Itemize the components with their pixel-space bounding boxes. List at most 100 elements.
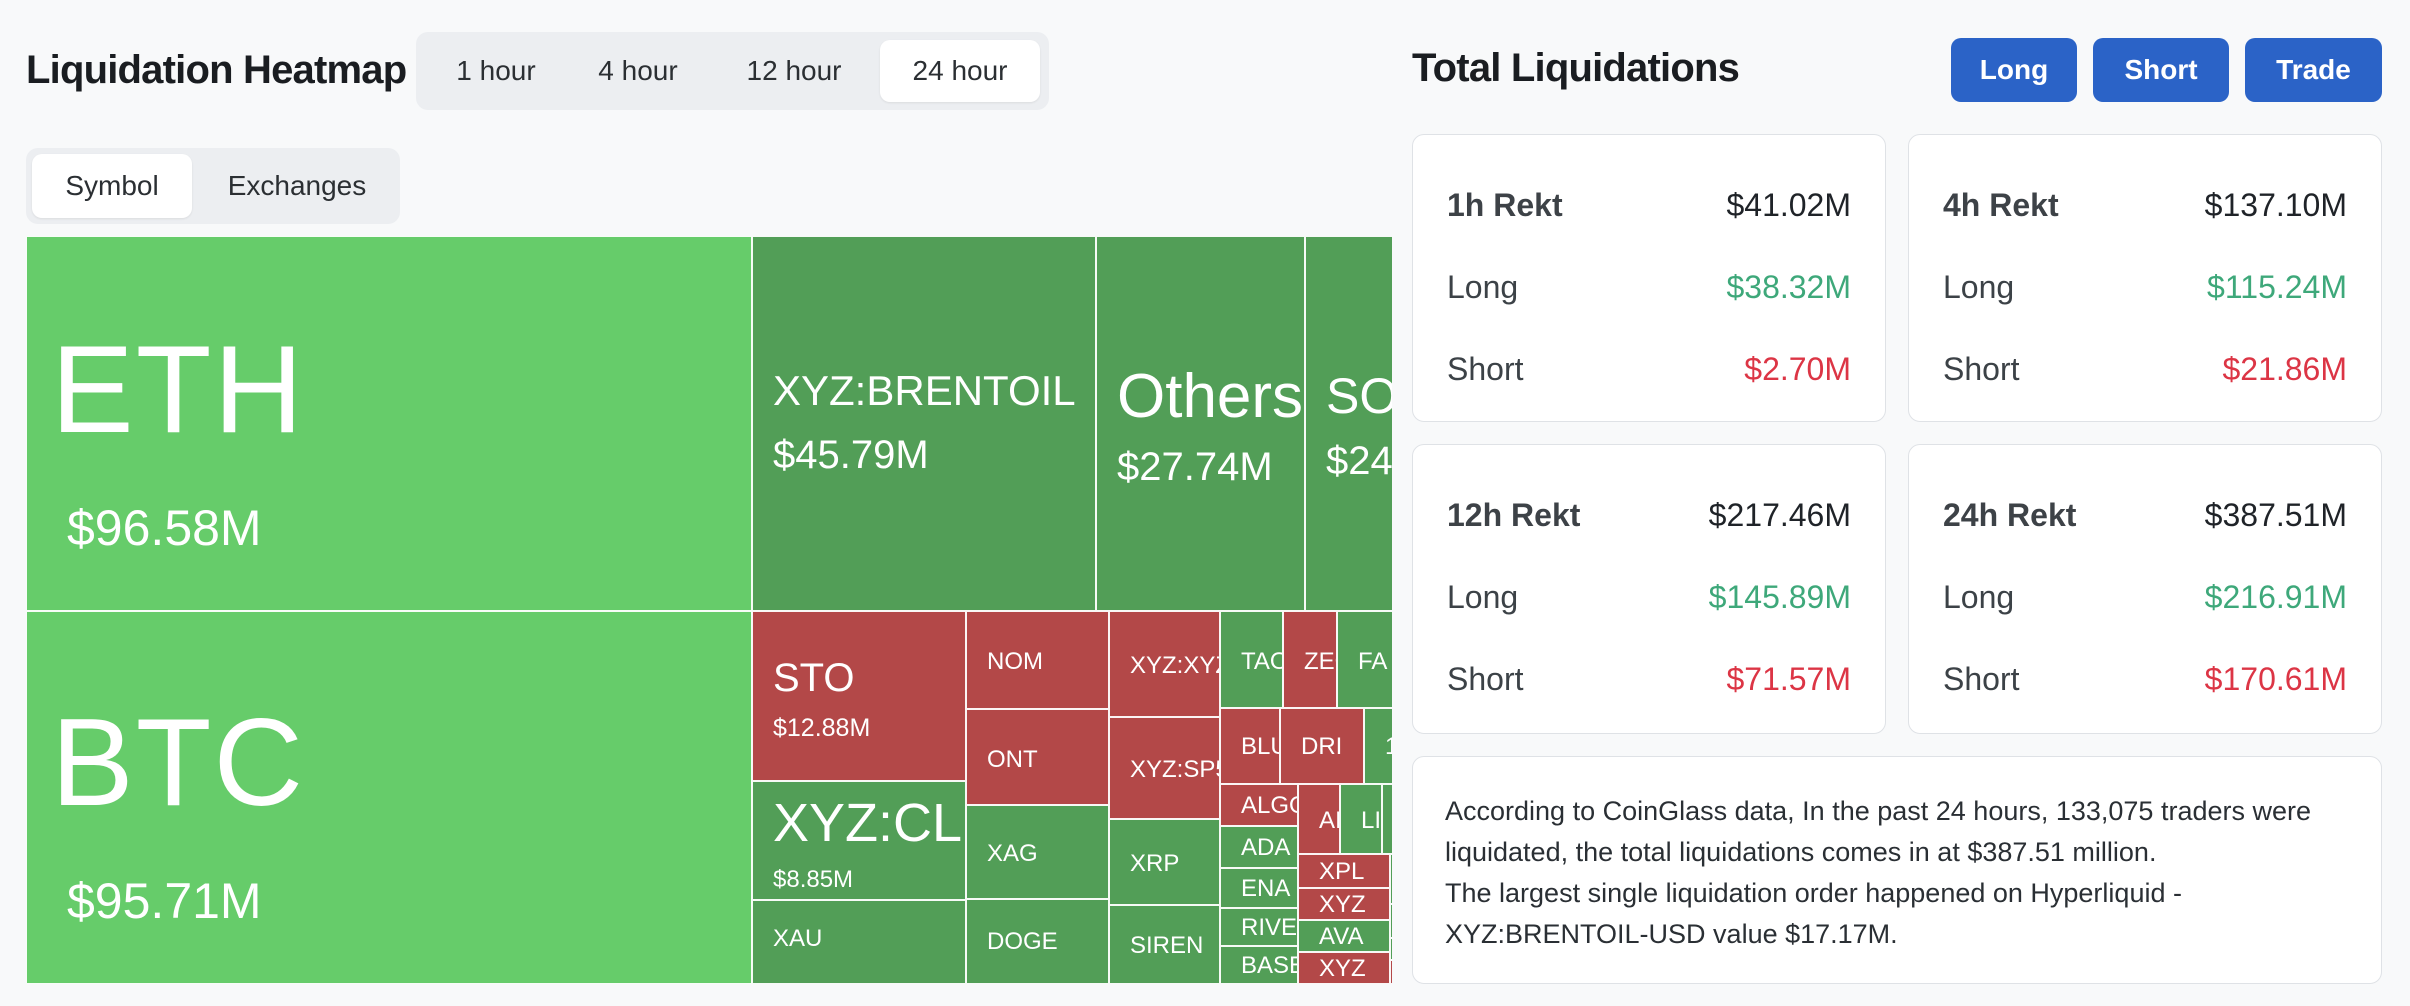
tile-xyz-xyz[interactable]: XYZ:XYZ [1109, 611, 1220, 717]
tile-value: $12.88M [773, 714, 871, 742]
tab-exchanges[interactable]: Exchanges [227, 170, 367, 201]
short-value: $2.70M [1744, 351, 1851, 387]
tile-btc[interactable]: BTC $95.71M [26, 611, 752, 984]
long-label: Long [1447, 579, 1519, 615]
tile-symbol: SIREN [1130, 932, 1204, 959]
tile-symbol: XRP [1130, 850, 1180, 877]
tile-symbol: NOM [987, 648, 1043, 675]
short-button[interactable]: Short [2093, 38, 2229, 102]
tile-li[interactable]: LI [1340, 784, 1382, 854]
short-value: $170.61M [2204, 661, 2347, 697]
tile-symbol: BASE [1241, 952, 1297, 979]
tile-xyz-cl[interactable]: XYZ:CL $8.85M [752, 781, 966, 900]
tile-xau[interactable]: XAU [752, 900, 966, 984]
tile-value: $95.71M [67, 873, 262, 929]
tile-symbol: XYZ:BRENTOIL [773, 367, 1076, 414]
tile-xyz-sp5[interactable]: XYZ:SP5 [1109, 717, 1220, 819]
tile-xrp[interactable]: XRP [1109, 819, 1220, 905]
tile-symbol: AI [1319, 807, 1340, 834]
tile-ai[interactable]: AI [1298, 784, 1340, 854]
tile-zec[interactable]: ZEC [1283, 611, 1337, 708]
tile-symbol: LI [1361, 807, 1382, 834]
long-value: $38.32M [1726, 269, 1851, 305]
tile-symbol: DRI [1301, 733, 1343, 760]
tile-symbol: ENA [1241, 875, 1291, 902]
tab-1-hour[interactable]: 1 hour [456, 55, 536, 86]
tile-sto[interactable]: STO $12.88M [752, 611, 966, 781]
tile-others[interactable]: Others $27.74M [1096, 236, 1305, 611]
tile-xyz-a[interactable]: XYZ [1298, 888, 1390, 920]
liquidation-treemap: ETH $96.58M BTC $95.71M XYZ:BRENTOIL $45… [26, 236, 1392, 984]
tile-algo[interactable]: ALGO [1220, 784, 1298, 826]
rekt-total: $137.10M [2204, 187, 2347, 223]
rekt-total: $217.46M [1708, 497, 1851, 533]
tile-small-d[interactable] [1390, 960, 1392, 984]
tile-xag[interactable]: XAG [966, 805, 1109, 899]
total-liquidations-title: Total Liquidations [1412, 46, 1740, 90]
tile-value: $24 [1326, 439, 1392, 483]
tile-symbol: XYZ [1319, 955, 1366, 982]
rekt-label: 24h Rekt [1943, 497, 2077, 533]
tile-symbol: XYZ:XYZ [1130, 652, 1219, 679]
tile-value: $27.74M [1117, 445, 1273, 489]
tile-ava[interactable]: AVA [1298, 920, 1390, 952]
tile-base[interactable]: BASE [1220, 946, 1298, 984]
tile-ena[interactable]: ENA [1220, 868, 1298, 908]
tile-ont[interactable]: ONT [966, 709, 1109, 805]
tile-siren[interactable]: SIREN [1109, 905, 1220, 984]
tile-tao[interactable]: TAO [1220, 611, 1283, 708]
rekt-label: 4h Rekt [1943, 187, 2059, 223]
tile-symbol: ONT [987, 746, 1038, 773]
tile-symbol: XAU [773, 925, 823, 952]
rekt-label: 12h Rekt [1447, 497, 1581, 533]
rekt-card-12h: 12h Rekt $217.46M Long $145.89M Short $71.5… [1412, 444, 1886, 734]
tab-12-hour[interactable]: 12 hour [746, 55, 842, 86]
tile-symbol: BLU [1241, 733, 1279, 760]
tile-sol[interactable]: SOL $24 [1305, 236, 1392, 611]
liquidation-summary: According to CoinGlass data, In the past… [1412, 756, 2382, 984]
tile-xyz-b[interactable]: XYZ [1298, 952, 1390, 984]
tile-nom[interactable]: NOM [966, 611, 1109, 709]
tile-x[interactable]: X [1390, 854, 1392, 904]
tile-symbol: ETH [51, 321, 305, 459]
tile-xpl[interactable]: XPL [1298, 854, 1390, 888]
tile-small-a[interactable] [1382, 784, 1392, 854]
tile-value: $96.58M [67, 500, 262, 556]
tile-xyz-brentoil[interactable]: XYZ:BRENTOIL $45.79M [752, 236, 1096, 611]
tile-p[interactable]: P [1390, 904, 1392, 938]
tile-value: $45.79M [773, 433, 929, 477]
tile-symbol: ZEC [1304, 648, 1336, 675]
tile-symbol: AVA [1319, 923, 1364, 950]
trade-button[interactable]: Trade [2245, 38, 2382, 102]
long-value: $145.89M [1708, 579, 1851, 615]
long-label: Long [1943, 579, 2015, 615]
tile-symbol: XYZ:CL [773, 793, 963, 853]
short-label: Short [1943, 351, 2020, 387]
tab-4-hour[interactable]: 4 hour [598, 55, 678, 86]
tile-ada[interactable]: ADA [1220, 826, 1298, 868]
long-label: Long [1943, 269, 2015, 305]
long-button[interactable]: Long [1951, 38, 2077, 102]
tile-rive[interactable]: RIVE [1220, 908, 1298, 946]
time-range-tabs: 1 hour 4 hour 12 hour 24 hour [416, 32, 1049, 110]
tab-24-hour[interactable]: 24 hour [880, 40, 1040, 102]
summary-line-1: According to CoinGlass data, In the past… [1445, 796, 2312, 867]
tile-symbol: FA [1358, 648, 1388, 675]
tile-symbol: ALGO [1241, 792, 1297, 819]
tile-small-c[interactable] [1390, 938, 1392, 960]
tile-dri[interactable]: DRI [1280, 708, 1364, 784]
tile-value: $8.85M [773, 866, 854, 893]
tile-100[interactable]: 100 [1364, 708, 1392, 784]
tile-symbol: BTC [51, 694, 305, 832]
rekt-label: 1h Rekt [1447, 187, 1563, 223]
short-label: Short [1447, 351, 1524, 387]
tile-blu[interactable]: BLU [1220, 708, 1280, 784]
tile-doge[interactable]: DOGE [966, 899, 1109, 984]
tile-symbol: Others [1117, 362, 1304, 431]
tab-symbol[interactable]: Symbol [32, 154, 192, 218]
tile-symbol: XYZ:SP5 [1130, 756, 1220, 783]
tile-fa[interactable]: FA [1337, 611, 1392, 708]
tile-symbol: STO [773, 656, 855, 700]
tile-eth[interactable]: ETH $96.58M [26, 236, 752, 611]
rekt-card-4h: 4h Rekt $137.10M Long $115.24M Short $21.86… [1908, 134, 2382, 422]
